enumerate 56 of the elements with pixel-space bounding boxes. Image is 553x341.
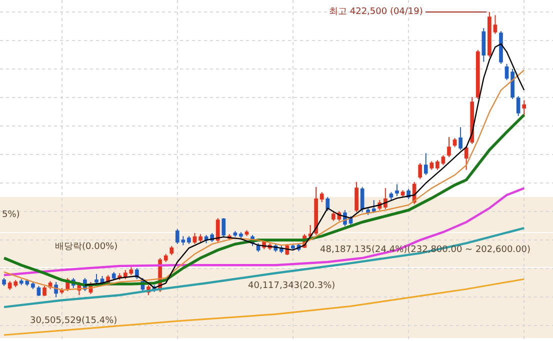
candlestick <box>400 190 405 198</box>
candlestick <box>441 154 446 166</box>
candlestick <box>320 192 324 203</box>
candlestick <box>424 152 428 176</box>
candlestick <box>476 49 480 100</box>
band-label: 30,505,529(15.4%) <box>30 316 118 326</box>
candlestick <box>31 281 35 290</box>
candlestick <box>181 236 186 246</box>
candlestick <box>452 138 457 148</box>
candlestick <box>187 236 191 245</box>
candlestick <box>395 184 399 197</box>
annotation: 배당락(0.00%) <box>55 242 118 252</box>
candlestick <box>36 285 41 296</box>
candlestick <box>42 285 46 296</box>
candlestick <box>2 277 6 286</box>
band-label: 40,117,343(20.3%) <box>248 281 336 291</box>
candlestick <box>222 218 226 238</box>
candlestick <box>244 230 249 237</box>
candlestick <box>94 274 98 284</box>
candlestick <box>482 27 486 62</box>
candlestick <box>239 232 243 239</box>
candlestick <box>389 192 394 201</box>
annotation: 최고 422,500 (04/19) <box>329 7 423 17</box>
candlestick <box>170 246 174 256</box>
candlestick <box>522 100 526 118</box>
candlestick <box>493 14 498 34</box>
candlestick <box>372 200 376 214</box>
candlestick <box>510 68 514 100</box>
candlestick <box>430 160 434 170</box>
candlestick <box>216 218 220 243</box>
candlestick <box>314 186 318 236</box>
candlestick <box>326 196 330 212</box>
candlestick <box>175 228 180 245</box>
candlestick <box>488 11 492 58</box>
candlestick <box>354 181 358 213</box>
band-label: 5%) <box>2 210 20 220</box>
candlestick <box>112 272 116 280</box>
candlestick <box>464 145 468 170</box>
candlestick <box>123 270 128 280</box>
candlestick <box>418 162 422 180</box>
candlestick <box>233 230 238 238</box>
candlestick <box>504 63 509 81</box>
candlestick <box>164 254 168 263</box>
candlestick <box>8 280 12 290</box>
candlestick <box>458 126 462 150</box>
candlestick <box>198 234 202 243</box>
candlestick <box>516 96 520 117</box>
candlestick <box>291 244 295 251</box>
candlestick <box>14 279 18 288</box>
candlestick <box>332 212 336 222</box>
candlestick <box>129 266 134 276</box>
candlestick <box>436 159 440 170</box>
candlestick <box>499 30 503 64</box>
candlestick <box>447 136 451 158</box>
candlestick <box>192 232 197 245</box>
candlestick <box>384 188 388 210</box>
